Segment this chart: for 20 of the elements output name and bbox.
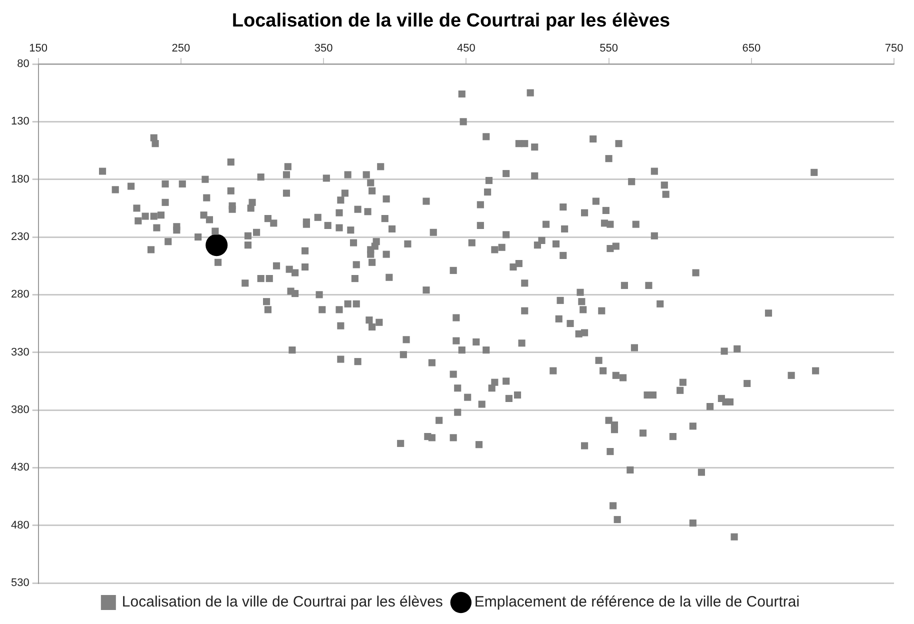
legend-label: Localisation de la ville de Courtrai par les élèves <box>122 594 443 611</box>
y-tick-label: 530 <box>10 577 30 590</box>
x-tick-label: 350 <box>314 42 333 54</box>
x-tick-label: 150 <box>29 42 48 54</box>
y-tick-label: 480 <box>10 519 30 532</box>
y-tick-label: 80 <box>17 58 30 70</box>
x-tick-label: 550 <box>600 42 618 54</box>
y-tick-label: 130 <box>10 116 30 128</box>
x-tick-label: 450 <box>456 42 476 54</box>
y-tick-label: 280 <box>10 288 30 301</box>
x-tick-label: 250 <box>172 42 190 54</box>
y-tick-label: 330 <box>10 346 30 358</box>
y-tick-label: 180 <box>10 173 30 186</box>
chart-title: Localisation de la ville de Courtrai par les élèves <box>232 10 670 32</box>
x-tick-label: 650 <box>742 42 761 54</box>
y-tick-label: 380 <box>10 404 30 416</box>
y-tick-label: 430 <box>10 462 30 474</box>
legend-label: Emplacement de référence de la ville de Courtrai <box>474 594 800 611</box>
x-tick-label: 750 <box>884 42 904 54</box>
y-tick-label: 230 <box>10 231 30 244</box>
